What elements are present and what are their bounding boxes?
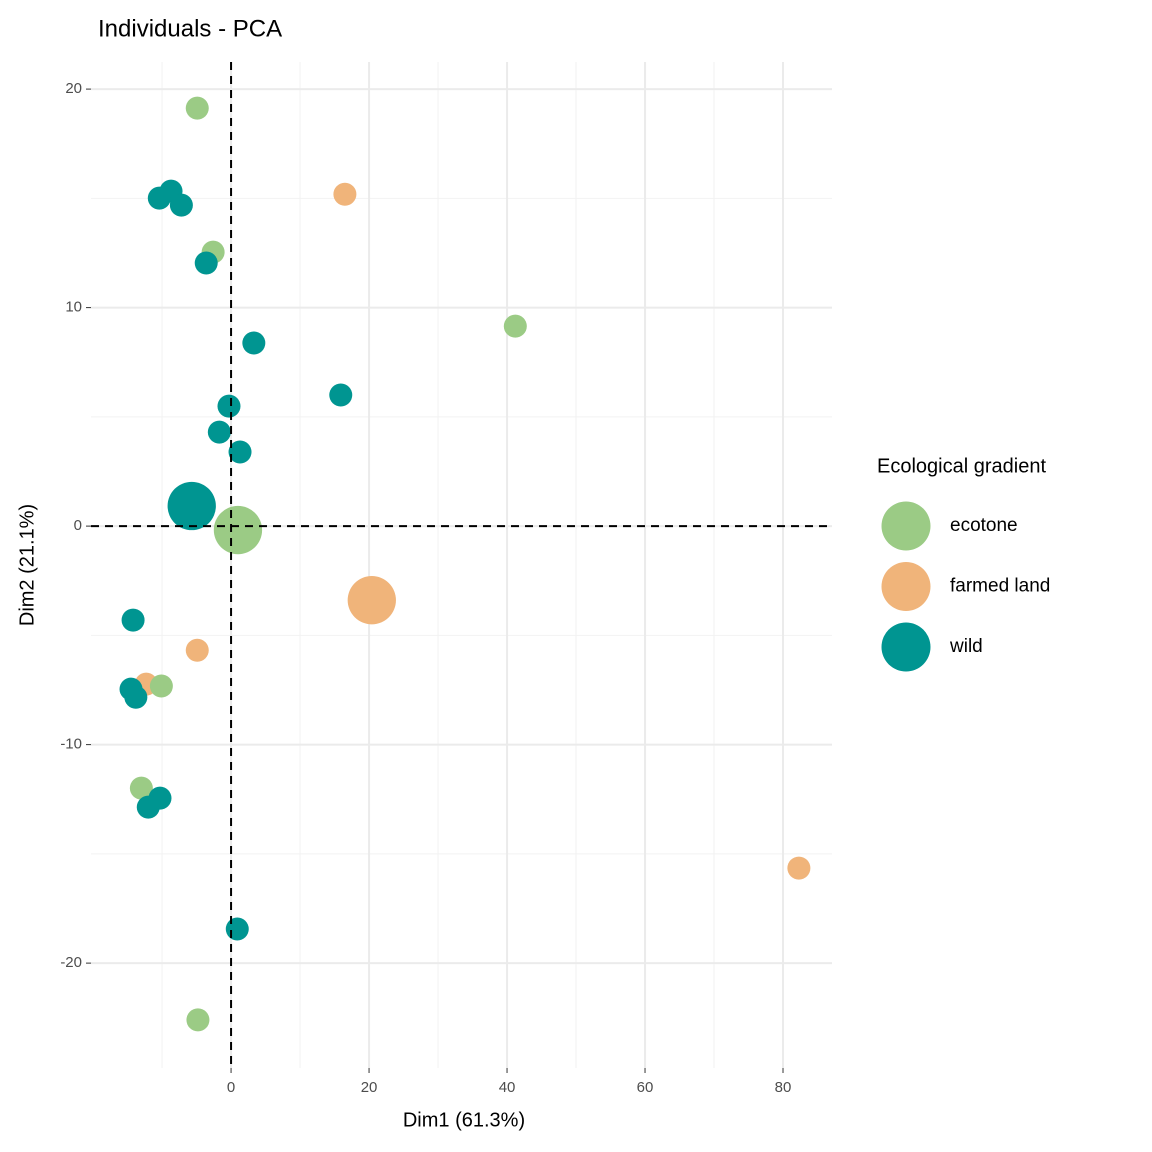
data-point bbox=[503, 314, 527, 338]
y-tick-label: 10 bbox=[65, 299, 82, 316]
data-point bbox=[787, 856, 811, 880]
data-point bbox=[217, 394, 241, 418]
y-tick-label: 20 bbox=[65, 80, 82, 97]
x-tick-label: 60 bbox=[637, 1079, 654, 1096]
legend-title: Ecological gradient bbox=[877, 455, 1046, 477]
data-point bbox=[169, 193, 193, 217]
y-tick-label: -10 bbox=[60, 736, 82, 753]
data-point bbox=[121, 608, 145, 632]
chart-title: Individuals - PCA bbox=[98, 15, 282, 42]
data-point bbox=[329, 383, 353, 407]
data-point bbox=[185, 638, 209, 662]
data-point bbox=[147, 186, 171, 210]
legend-label: farmed land bbox=[950, 576, 1050, 597]
data-point bbox=[194, 251, 218, 275]
data-point bbox=[167, 481, 216, 531]
legend-label: ecotone bbox=[950, 515, 1018, 536]
data-point bbox=[124, 685, 148, 709]
data-point bbox=[186, 1008, 210, 1032]
data-point bbox=[228, 440, 252, 464]
legend-swatch bbox=[881, 562, 931, 611]
x-tick-label: 0 bbox=[227, 1079, 235, 1096]
data-point bbox=[136, 795, 160, 819]
x-tick-label: 80 bbox=[775, 1079, 792, 1096]
x-axis-label: Dim1 (61.3%) bbox=[403, 1109, 525, 1131]
data-point bbox=[129, 776, 153, 800]
data-point bbox=[213, 505, 263, 555]
data-point bbox=[149, 674, 173, 698]
data-point bbox=[242, 331, 266, 355]
y-tick-label: 0 bbox=[74, 517, 82, 534]
y-axis-label: Dim2 (21.1%) bbox=[16, 504, 38, 626]
y-tick-label: -20 bbox=[60, 954, 82, 971]
data-point bbox=[207, 420, 231, 444]
legend-swatch bbox=[881, 501, 931, 551]
data-point bbox=[347, 576, 396, 625]
x-tick-label: 20 bbox=[361, 1079, 378, 1096]
data-point bbox=[225, 917, 249, 941]
legend-swatch bbox=[881, 622, 931, 672]
x-tick-label: 40 bbox=[499, 1079, 516, 1096]
data-point bbox=[333, 182, 357, 206]
legend-label: wild bbox=[949, 636, 983, 657]
data-point bbox=[185, 96, 209, 120]
